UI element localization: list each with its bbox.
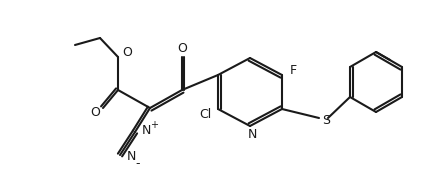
- Text: N: N: [127, 150, 136, 164]
- Text: F: F: [289, 64, 297, 78]
- Text: +: +: [150, 120, 158, 130]
- Text: O: O: [122, 46, 132, 60]
- Text: N: N: [142, 123, 151, 137]
- Text: Cl: Cl: [199, 108, 211, 121]
- Text: O: O: [90, 105, 100, 119]
- Text: -: -: [135, 158, 140, 170]
- Text: O: O: [177, 41, 187, 55]
- Text: S: S: [322, 114, 330, 126]
- Text: N: N: [247, 127, 257, 141]
